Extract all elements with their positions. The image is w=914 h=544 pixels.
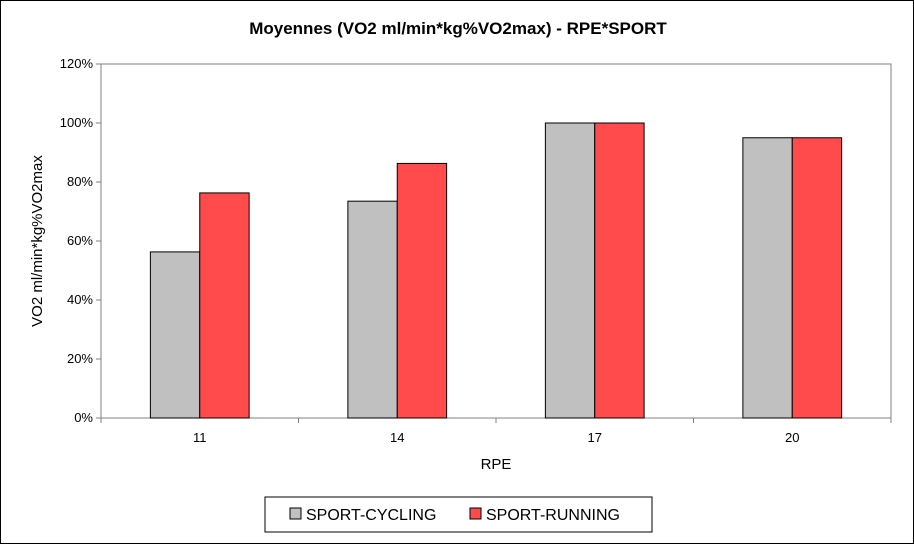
y-tick-label: 100% [60, 115, 94, 130]
legend-label-cycling: SPORT-CYCLING [306, 507, 436, 524]
x-axis: 11 14 17 20 [100, 417, 892, 445]
chart-title: Moyennes (VO2 ml/min*kg%VO2max) - RPE*SP… [249, 19, 667, 38]
x-axis-label: RPE [481, 456, 512, 473]
y-tick-label: 20% [67, 351, 93, 366]
bar-sport-cycling-11 [149, 251, 201, 419]
y-tick-label: 40% [67, 292, 93, 307]
bar-sport-running-20 [791, 137, 843, 419]
x-tick-label: 11 [193, 430, 207, 445]
bars [149, 122, 843, 419]
bar-sport-running-14 [396, 162, 448, 419]
legend: SPORT-CYCLING SPORT-RUNNING [264, 496, 653, 533]
bar-sport-cycling-17 [544, 122, 596, 419]
y-tick-label: 60% [67, 233, 93, 248]
y-axis: 0% 20% 40% 60% 80% 100% 120% [60, 56, 102, 425]
bar-sport-running-11 [199, 192, 250, 419]
bar-sport-cycling-20 [742, 137, 793, 419]
legend-swatch-running [469, 507, 482, 520]
y-tick-label: 120% [60, 56, 94, 71]
x-tick-label: 14 [390, 430, 404, 445]
legend-label-running: SPORT-RUNNING [486, 507, 620, 524]
legend-box [264, 496, 653, 533]
bar-sport-cycling-14 [347, 200, 398, 419]
y-tick-label: 80% [67, 174, 93, 189]
legend-swatch-cycling [289, 507, 302, 520]
bar-sport-running-17 [594, 122, 645, 419]
y-axis-label: VO2 ml/min*kg%VO2max [29, 155, 46, 327]
y-tick-label: 0% [74, 410, 93, 425]
x-tick-label: 20 [785, 430, 799, 445]
x-tick-label: 17 [588, 430, 602, 445]
